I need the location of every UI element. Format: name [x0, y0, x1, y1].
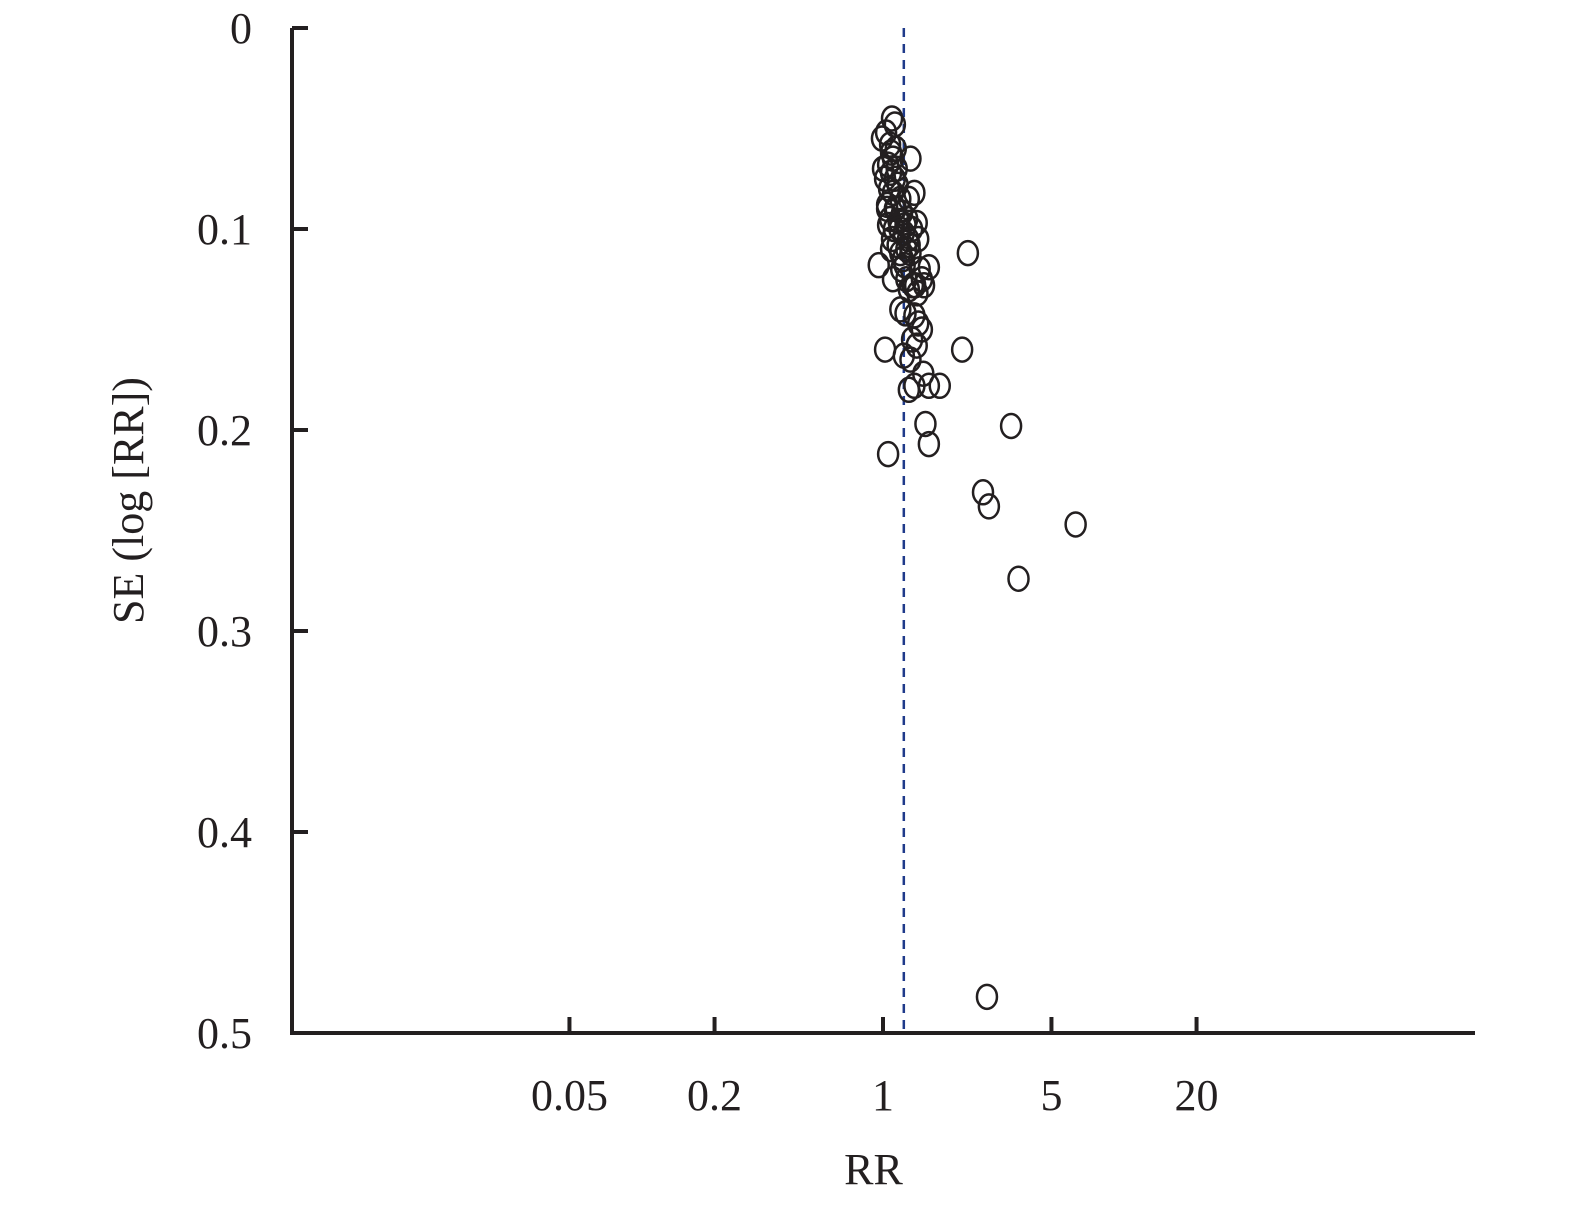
data-point: [894, 300, 917, 327]
x-tick-label: 0.05: [531, 1071, 608, 1120]
data-point: [914, 410, 937, 438]
x-axis-title: RR: [844, 1145, 903, 1194]
data-point: [871, 155, 895, 182]
y-tick-label: 0.2: [197, 406, 252, 455]
y-tick-label: 0.3: [197, 607, 252, 656]
y-tick-label: 0: [230, 4, 252, 53]
data-point: [977, 493, 1001, 520]
data-point: [956, 239, 980, 267]
data-point: [917, 372, 941, 400]
y-tick-label: 0.4: [197, 808, 252, 857]
data-point: [878, 131, 902, 158]
data-point: [875, 195, 899, 223]
data-point: [876, 440, 900, 468]
y-tick-label: 0.1: [197, 205, 252, 254]
data-point: [889, 296, 912, 323]
data-point: [903, 179, 926, 207]
data-point: [880, 105, 904, 132]
x-tick-label: 1: [872, 1071, 894, 1120]
data-point: [1007, 565, 1030, 592]
data-point: [895, 266, 918, 293]
y-tick-label: 0.5: [197, 1009, 252, 1058]
data-point: [873, 336, 897, 363]
x-axis-ticks: 0.05 0.2 1 5 20: [531, 1017, 1219, 1120]
data-point: [906, 225, 930, 253]
data-point: [1064, 511, 1087, 538]
data-point: [879, 139, 903, 166]
data-point: [999, 412, 1023, 440]
data-point: [917, 430, 941, 458]
data-point: [975, 983, 999, 1011]
y-axis-title: SE (log [RR]): [104, 377, 153, 624]
y-axis-ticks: 0 0.1 0.2 0.3 0.4 0.5: [197, 4, 308, 1058]
data-points: [867, 105, 1087, 1011]
data-point: [917, 253, 941, 281]
data-point: [879, 235, 903, 263]
data-point: [867, 251, 890, 279]
x-tick-label: 0.2: [687, 1071, 742, 1120]
data-point: [883, 195, 907, 223]
data-point: [971, 479, 995, 506]
data-point: [881, 266, 905, 293]
x-tick-label: 5: [1040, 1071, 1062, 1120]
x-tick-label: 20: [1175, 1071, 1219, 1120]
data-point: [950, 336, 974, 363]
data-point: [905, 332, 928, 359]
data-point: [928, 372, 952, 400]
data-point: [906, 310, 930, 337]
